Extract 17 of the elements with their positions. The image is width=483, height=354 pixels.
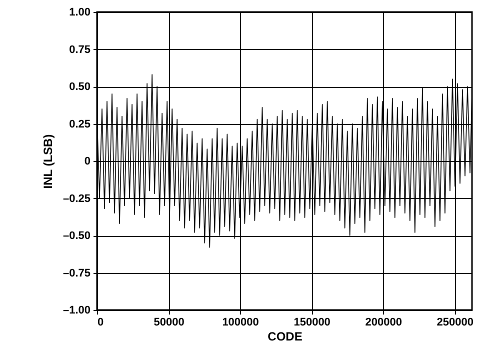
y-tick-label: –0.50 bbox=[62, 230, 90, 242]
x-tick-label: 0 bbox=[98, 316, 104, 328]
x-tick-label: 250000 bbox=[436, 316, 474, 328]
y-tick-label: –0.25 bbox=[62, 192, 90, 205]
y-tick-label: 0.75 bbox=[69, 44, 90, 56]
x-tick-label: 50000 bbox=[154, 316, 184, 328]
y-tick-label: 1.00 bbox=[69, 6, 90, 18]
y-tick-label: –1.00 bbox=[62, 304, 90, 316]
x-tick-label: 150000 bbox=[294, 316, 330, 328]
y-axis-title: INL (LSB) bbox=[40, 134, 55, 189]
y-tick-label: 0.25 bbox=[69, 118, 90, 130]
y-tick-label: 0 bbox=[84, 156, 90, 168]
y-tick-label: 0.50 bbox=[69, 81, 90, 93]
x-axis-title: CODE bbox=[268, 330, 302, 344]
y-tick-label: –0.75 bbox=[62, 267, 90, 280]
x-tick-label: 100000 bbox=[222, 316, 259, 328]
x-tick-label: 200000 bbox=[365, 316, 402, 328]
